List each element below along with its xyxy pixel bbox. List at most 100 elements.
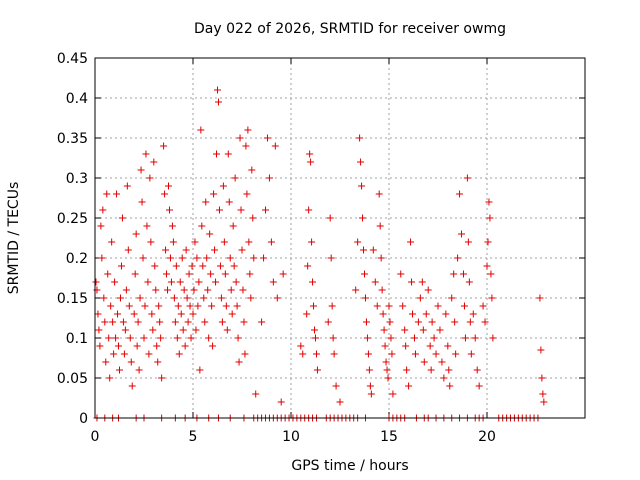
data-point (418, 278, 426, 286)
data-point (169, 238, 177, 246)
data-point (202, 198, 210, 206)
data-point (145, 350, 153, 358)
data-point (249, 214, 257, 222)
data-point (164, 286, 172, 294)
data-point (101, 318, 109, 326)
data-point (155, 302, 163, 310)
data-point (378, 286, 386, 294)
data-point (209, 342, 217, 350)
data-point (332, 382, 340, 390)
data-point (410, 334, 418, 342)
x-tick-label: 0 (91, 429, 100, 445)
data-point (204, 286, 212, 294)
data-point (95, 326, 103, 334)
data-point (162, 246, 170, 254)
data-point (232, 278, 240, 286)
data-point (154, 358, 162, 366)
data-point (352, 286, 360, 294)
data-point (244, 126, 252, 134)
data-point (237, 206, 245, 214)
data-point (440, 374, 448, 382)
data-point (200, 294, 208, 302)
data-point (128, 382, 136, 390)
data-point (199, 262, 207, 270)
data-point (140, 334, 148, 342)
data-point (221, 270, 229, 278)
data-point (220, 238, 228, 246)
data-point (242, 142, 250, 150)
data-point (456, 190, 464, 198)
data-point (262, 206, 270, 214)
data-point (139, 254, 147, 262)
data-point (115, 342, 123, 350)
data-point (420, 358, 428, 366)
data-point (382, 358, 390, 366)
data-point (223, 326, 231, 334)
data-point (479, 302, 487, 310)
data-point (277, 398, 285, 406)
data-point (279, 270, 287, 278)
data-point (373, 302, 381, 310)
data-point (116, 366, 123, 374)
data-point (409, 310, 417, 318)
data-point (131, 270, 139, 278)
data-point (174, 302, 182, 310)
data-point (151, 262, 159, 270)
data-point (248, 166, 256, 174)
data-point (402, 342, 410, 350)
data-point (124, 246, 132, 254)
data-point (203, 254, 211, 262)
x-tick-label: 20 (478, 429, 496, 445)
data-point (451, 318, 459, 326)
data-point (432, 350, 440, 358)
data-point (165, 206, 173, 214)
data-point (308, 238, 316, 246)
data-point (218, 318, 226, 326)
data-point (144, 278, 152, 286)
data-point (107, 302, 115, 310)
data-point (122, 286, 130, 294)
data-point (226, 254, 234, 262)
data-point (130, 310, 138, 318)
data-point (114, 310, 122, 318)
data-point (271, 142, 279, 150)
data-point (230, 262, 238, 270)
y-tick-label: 0 (79, 411, 88, 427)
data-point (458, 230, 466, 238)
data-point (170, 294, 178, 302)
data-point (469, 310, 477, 318)
data-point (98, 254, 106, 262)
data-point (168, 222, 176, 230)
data-point (133, 342, 141, 350)
data-point (126, 334, 134, 342)
data-point (303, 310, 311, 318)
data-point (460, 302, 468, 310)
data-point (109, 318, 117, 326)
data-point (484, 238, 492, 246)
data-point (119, 318, 127, 326)
data-point (166, 254, 174, 262)
data-point (307, 158, 315, 166)
data-point (419, 326, 427, 334)
data-point (160, 142, 168, 150)
data-point (361, 294, 369, 302)
data-point (211, 246, 219, 254)
data-point (389, 390, 397, 398)
data-point (263, 134, 271, 142)
data-point (380, 326, 388, 334)
data-point (240, 318, 248, 326)
data-point (312, 334, 319, 342)
data-point (216, 262, 224, 270)
data-point (229, 222, 237, 230)
data-point (304, 262, 312, 270)
data-point (100, 294, 108, 302)
data-point (205, 334, 213, 342)
data-point (150, 158, 158, 166)
data-point (96, 342, 104, 350)
data-point (201, 318, 209, 326)
data-point (103, 190, 111, 198)
data-point (327, 254, 335, 262)
data-point (212, 278, 220, 286)
data-point (186, 302, 194, 310)
data-point (309, 278, 317, 286)
